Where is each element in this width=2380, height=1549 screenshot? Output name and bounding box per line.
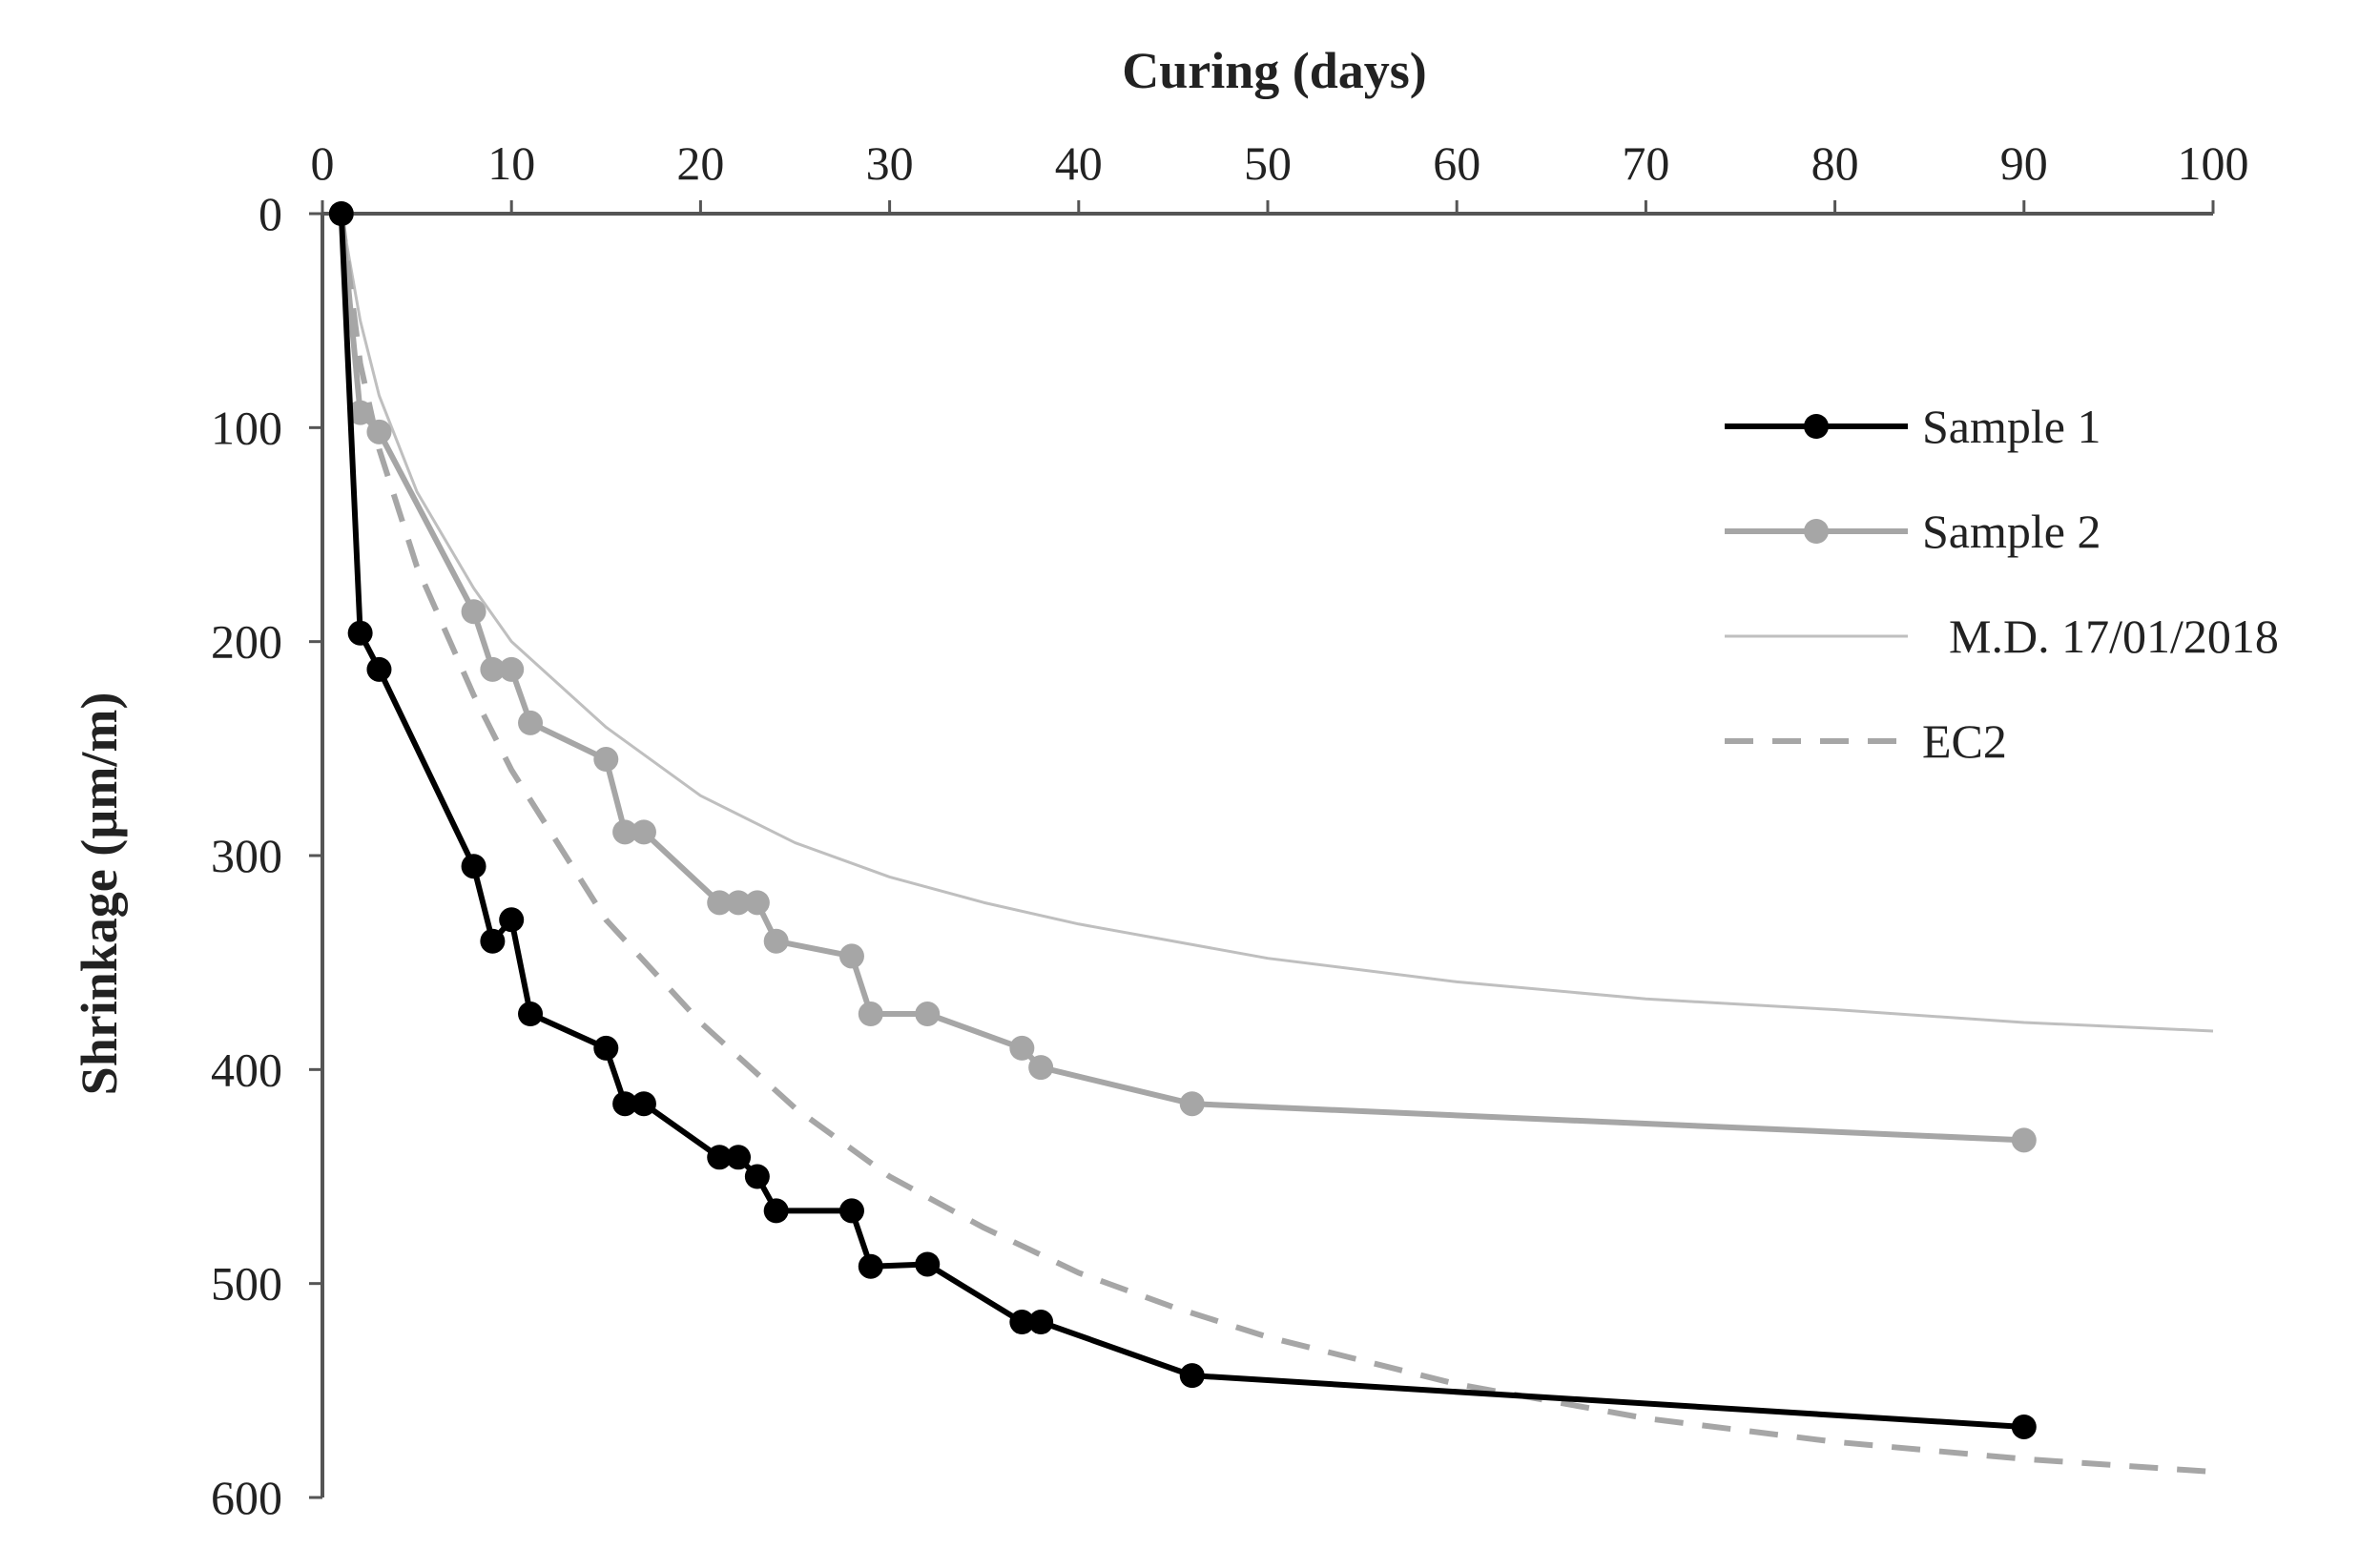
data-point-sample-2 <box>726 890 752 916</box>
x-tick-label: 60 <box>1433 136 1480 190</box>
data-point-sample-2 <box>2011 1127 2037 1153</box>
legend-marker <box>1804 519 1829 544</box>
data-point-sample-1 <box>1179 1363 1205 1389</box>
y-ticks: 0 100 200 300 400 500 600 <box>211 187 322 1524</box>
series-ec2 <box>338 213 2214 1476</box>
y-tick-label: 500 <box>211 1257 282 1311</box>
x-tick-label: 20 <box>676 136 724 190</box>
data-point-sample-1 <box>612 1091 638 1117</box>
series-line-m-d-17-01-2018 <box>340 213 2214 1033</box>
series-sample-2 <box>328 201 2037 1153</box>
data-point-sample-2 <box>915 1002 941 1027</box>
legend-item-m-d-17-01-2018: M.D. 17/01/2018 <box>1725 609 2279 663</box>
data-point-sample-1 <box>366 656 392 682</box>
data-point-sample-2 <box>858 1002 883 1027</box>
data-point-sample-2 <box>1179 1091 1205 1117</box>
data-point-sample-2 <box>366 419 392 444</box>
data-point-sample-1 <box>744 1164 770 1189</box>
x-tick-label: 70 <box>1622 136 1669 190</box>
data-point-sample-2 <box>593 747 619 773</box>
legend-label: Sample 2 <box>1922 505 2101 558</box>
data-point-sample-1 <box>1009 1310 1035 1335</box>
data-point-sample-1 <box>2011 1414 2037 1439</box>
y-tick-label: 400 <box>211 1043 282 1096</box>
y-axis: 0 100 200 300 400 500 600 <box>211 187 324 1524</box>
legend-item-ec2: EC2 <box>1725 714 2007 768</box>
legend-label: Sample 1 <box>1922 400 2101 453</box>
data-point-sample-1 <box>858 1253 883 1279</box>
data-point-sample-2 <box>744 890 770 916</box>
data-point-sample-2 <box>707 890 733 916</box>
legend-item-sample-2: Sample 2 <box>1725 505 2101 558</box>
legend-label: M.D. 17/01/2018 <box>1949 609 2279 663</box>
legend-marker <box>1804 414 1829 439</box>
y-tick-label: 100 <box>211 401 282 454</box>
y-tick-label: 600 <box>211 1471 282 1524</box>
x-axis: 0 10 20 30 40 50 60 70 80 90 100 <box>311 136 2249 216</box>
data-point-sample-2 <box>499 656 525 682</box>
x-tick-label: 50 <box>1244 136 1292 190</box>
data-point-sample-2 <box>347 400 373 425</box>
x-tick-label: 100 <box>2178 136 2249 190</box>
data-point-sample-1 <box>328 201 354 226</box>
series-line-sample-2 <box>338 213 2024 1144</box>
data-point-sample-1 <box>707 1145 733 1170</box>
data-point-sample-2 <box>461 599 486 625</box>
y-axis-title: Shrinkage (µm/m) <box>71 692 128 1096</box>
data-point-sample-1 <box>347 620 373 646</box>
data-point-sample-1 <box>518 1002 544 1027</box>
data-point-sample-2 <box>1009 1035 1035 1061</box>
x-tick-label: 10 <box>487 136 535 190</box>
data-point-sample-1 <box>593 1035 619 1061</box>
data-point-sample-1 <box>726 1145 752 1170</box>
series-line-ec2 <box>338 213 2214 1476</box>
x-axis-title: Curing (days) <box>1122 42 1427 99</box>
legend-label: EC2 <box>1922 714 2007 768</box>
data-point-sample-1 <box>480 928 506 954</box>
y-tick-label: 0 <box>259 187 282 240</box>
x-tick-label: 80 <box>1811 136 1859 190</box>
data-point-sample-1 <box>499 907 525 933</box>
data-point-sample-1 <box>838 1198 864 1224</box>
x-ticks: 0 10 20 30 40 50 60 70 80 90 100 <box>311 136 2249 214</box>
y-tick-label: 200 <box>211 615 282 669</box>
data-point-sample-2 <box>518 710 544 735</box>
data-point-sample-2 <box>612 819 638 845</box>
x-tick-label: 40 <box>1055 136 1103 190</box>
data-point-sample-2 <box>631 819 656 845</box>
data-point-sample-2 <box>763 928 789 954</box>
x-tick-label: 0 <box>311 136 335 190</box>
x-tick-label: 30 <box>866 136 914 190</box>
data-point-sample-1 <box>631 1091 656 1117</box>
data-point-sample-2 <box>838 943 864 969</box>
series-layer <box>328 201 2214 1476</box>
series-m-d-17-01-2018 <box>340 213 2214 1033</box>
series-line-sample-1 <box>338 213 2024 1430</box>
data-point-sample-1 <box>763 1198 789 1224</box>
data-point-sample-2 <box>480 656 506 682</box>
x-tick-label: 90 <box>2000 136 2048 190</box>
series-sample-1 <box>328 201 2037 1439</box>
data-point-sample-1 <box>461 854 486 879</box>
data-point-sample-2 <box>1028 1055 1054 1081</box>
y-tick-label: 300 <box>211 829 282 882</box>
data-point-sample-1 <box>1028 1310 1054 1335</box>
legend-item-sample-1: Sample 1 <box>1725 400 2101 453</box>
legend: Sample 1 Sample 2 M.D. 17/01/2018 EC2 <box>1725 400 2279 768</box>
data-point-sample-1 <box>915 1251 941 1277</box>
